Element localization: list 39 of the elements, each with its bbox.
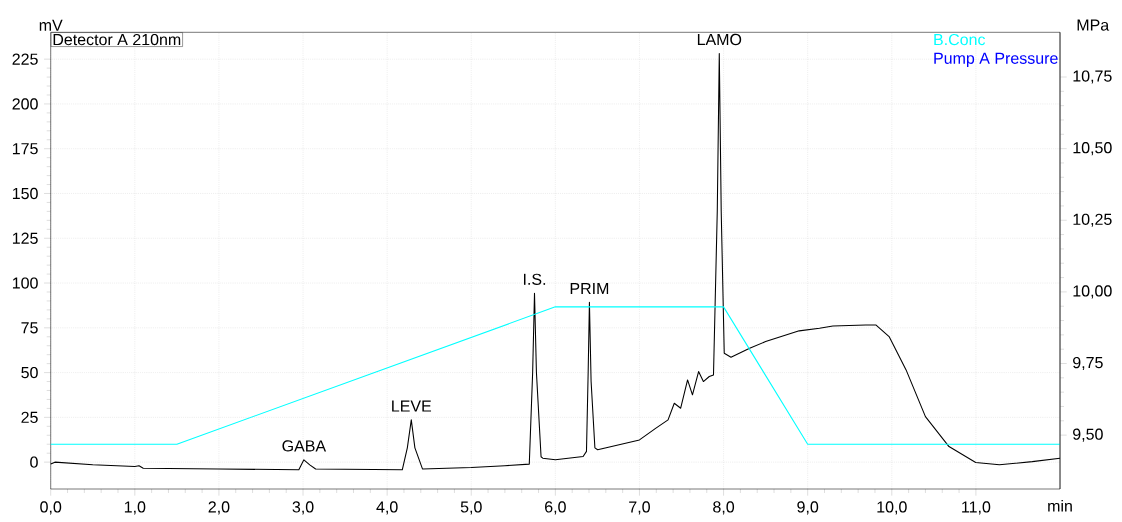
annotation: LEVE (392, 400, 432, 412)
y-tick-label: 50 (21, 366, 38, 379)
x-tick-label: 5,0 (460, 501, 482, 515)
text: B.Conc (934, 33, 986, 46)
y2-tick-label: 10,75 (1073, 70, 1112, 84)
x-tick-label: 9,0 (797, 501, 819, 515)
x-tick-label: 4,0 (376, 501, 398, 515)
text: Detector A 210nm (53, 33, 181, 46)
x-tick-label: 6,0 (545, 501, 566, 515)
y2-tick-label: 9,50 (1073, 428, 1103, 442)
annotation: LAMO (697, 33, 742, 46)
y-tick-label: 25 (21, 411, 38, 424)
y-tick-label: 0 (30, 456, 38, 468)
y-tick-label: 75 (21, 322, 38, 334)
y2-tick-label: 10,00 (1073, 285, 1112, 299)
x-tick-label: 11,0 (962, 501, 991, 515)
x-axis-title: min (1048, 499, 1072, 512)
x-tick-label: 3,0 (292, 501, 314, 515)
y-tick-label: 100 (12, 277, 38, 289)
x-tick-label: 2,0 (208, 501, 230, 515)
y2-tick-label: 10,25 (1073, 213, 1112, 227)
legend-label: Pump A Pressure (934, 52, 1058, 68)
annotation: PRIM (570, 282, 609, 294)
x-tick-label: 0,0 (40, 501, 62, 515)
y-tick-label: 200 (12, 98, 38, 110)
annotation: GABA (282, 440, 327, 452)
y-tick-label: 225 (12, 53, 38, 65)
y2-tick-label: 9,75 (1073, 356, 1103, 371)
y-tick-label: 175 (12, 143, 38, 155)
y-tick-label: 125 (12, 232, 38, 244)
x-tick-label: 1,0 (124, 501, 146, 515)
y-axis-title: mV (39, 19, 63, 31)
x-tick-label: 8,0 (713, 501, 735, 515)
y2-tick-label: 10,50 (1073, 142, 1112, 156)
x-tick-label: 7,0 (629, 501, 650, 515)
y2-axis-title: MPa (1077, 19, 1110, 31)
y-tick-label: 150 (12, 187, 38, 200)
annotation: I.S. (523, 273, 546, 285)
x-tick-label: 10,0 (877, 501, 907, 515)
